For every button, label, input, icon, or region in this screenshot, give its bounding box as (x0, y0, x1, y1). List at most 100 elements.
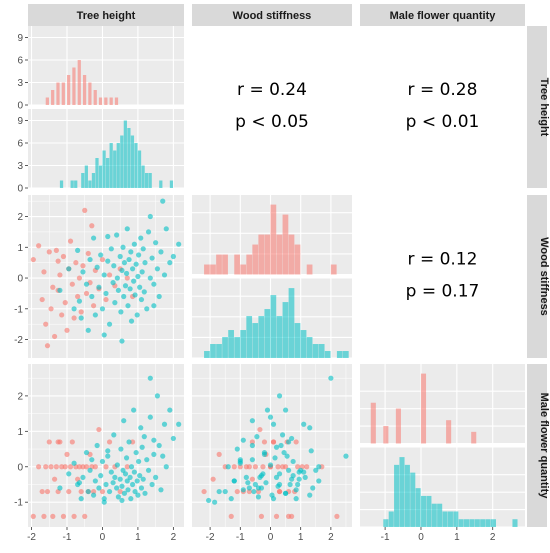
scatter-point-group-b (114, 275, 120, 281)
histogram-bar-group-a (420, 373, 427, 444)
scatter-point-group-b (139, 444, 145, 450)
y-tick-label-wood-stiffness: 2 (17, 212, 23, 223)
histogram-bar-group-b (95, 158, 99, 188)
histogram-bar-group-b (399, 457, 405, 527)
scatter-point-group-a (293, 439, 299, 445)
histogram-bar-group-a (446, 420, 452, 444)
scatter-point-group-b (105, 453, 111, 459)
scatter-point-group-b (289, 476, 295, 482)
scatter-point-group-a (55, 258, 61, 264)
scatter-point-group-b (112, 300, 118, 306)
histogram-bar-group-a (240, 264, 247, 275)
scatter-point-group-b (269, 492, 275, 498)
scatter-point-group-b (122, 283, 129, 289)
histogram-bar-group-a (72, 67, 76, 105)
histogram-bar-group-a (67, 75, 71, 105)
scatter-point-group-b (105, 448, 111, 454)
scatter-point-group-b (147, 414, 153, 420)
scatter-point-group-a (48, 464, 54, 470)
scatter-point-group-b (156, 442, 162, 449)
scatter-point-group-a (103, 464, 109, 470)
scatter-point-group-b (76, 480, 83, 486)
scatter-point-group-b (258, 485, 265, 491)
histogram-bar-group-b (204, 351, 210, 358)
scatter-point-group-b (57, 287, 63, 293)
y-tick-label-wood-stiffness: 0 (17, 274, 23, 285)
histogram-bar-group-b (312, 344, 319, 358)
scatter-point-group-b (293, 496, 299, 502)
scatter-point-group-b (301, 421, 307, 427)
histogram-bar-group-a (282, 214, 289, 275)
scatter-point-group-a (53, 247, 59, 253)
scatter-point-group-b (276, 481, 283, 488)
histogram-bar-group-a (104, 97, 108, 105)
scatter-point-group-b (127, 286, 133, 292)
scatter-point-group-a (36, 243, 42, 249)
strip-right-tree-height (527, 26, 547, 188)
histogram-bar-group-b (120, 135, 124, 188)
histogram-bar-group-b (134, 143, 138, 188)
histogram-bar-group-b (300, 330, 307, 358)
scatter-point-group-b (231, 478, 237, 484)
scatter-point-group-b (293, 487, 299, 493)
scatter-point-group-a (258, 513, 265, 519)
scatter-point-group-b (137, 473, 143, 479)
scatter-point-group-a (39, 296, 45, 303)
scatter-point-group-a (30, 256, 36, 263)
scatter-point-group-b (128, 249, 134, 255)
histogram-bar-group-a (252, 244, 259, 275)
scatter-point-group-a (96, 426, 102, 433)
scatter-point-group-b (117, 476, 123, 482)
y-tick-label-male-flower-quantity: 2 (17, 391, 23, 402)
scatter-point-group-b (282, 490, 289, 496)
scatter-point-group-a (66, 488, 72, 495)
scatter-point-group-a (55, 439, 61, 445)
scatter-point-group-b (94, 442, 100, 449)
correlation-r-text: r = 0.28 (408, 80, 478, 100)
histogram-bar-group-a (306, 264, 313, 275)
histogram-bar-group-b (81, 173, 85, 188)
histogram-bar-group-b (410, 472, 416, 527)
histogram-bar-group-b (88, 180, 92, 188)
histogram-bar-group-b (464, 519, 470, 527)
scatter-point-group-b (278, 442, 284, 449)
scatter-point-group-b (118, 309, 124, 315)
scatter-point-group-b (112, 474, 118, 480)
histogram-bar-group-b (431, 503, 437, 527)
scatter-point-group-b (76, 298, 83, 304)
scatter-point-group-b (80, 269, 86, 275)
histogram-bar-group-b (442, 511, 448, 527)
strip-right-male-flower-quantity (527, 364, 547, 527)
scatter-point-group-b (237, 457, 243, 463)
x-tick-label-tree-height: 0 (100, 532, 106, 543)
x-tick-label-tree-height: 1 (135, 532, 141, 543)
histogram-bar-group-a (114, 97, 119, 105)
scatter-point-group-b (87, 256, 93, 263)
scatter-point-group-a (257, 426, 263, 433)
scatter-point-group-b (142, 490, 148, 496)
scatter-point-group-a (43, 321, 49, 327)
scatter-point-group-a (46, 249, 52, 255)
scatter-point-group-a (99, 488, 106, 495)
scatter-point-group-b (151, 451, 157, 457)
scatter-point-group-b (252, 481, 258, 488)
scatter-point-group-b (90, 235, 97, 241)
histogram-bar-group-a (45, 97, 49, 105)
scatter-point-group-a (279, 464, 286, 470)
scatter-point-group-b (141, 434, 147, 440)
scatter-point-group-a (103, 296, 109, 303)
histogram-bar-group-b (474, 519, 480, 527)
scatter-point-group-b (134, 478, 140, 484)
histogram-bar-group-b (437, 503, 443, 527)
scatter-point-group-b (308, 448, 314, 454)
x-tick-label-wood-stiffness: -1 (236, 532, 245, 543)
histogram-bar-group-a (370, 402, 376, 444)
histogram-bar-group-b (91, 173, 96, 188)
histogram-bar-group-b (324, 351, 331, 358)
histogram-bar-group-b (74, 180, 78, 188)
x-tick-label-wood-stiffness: 1 (298, 532, 304, 543)
histogram-bar-group-b (342, 351, 349, 358)
scatter-point-group-b (123, 270, 130, 277)
scatter-point-group-b (119, 267, 125, 273)
scatter-point-group-b (134, 312, 140, 318)
